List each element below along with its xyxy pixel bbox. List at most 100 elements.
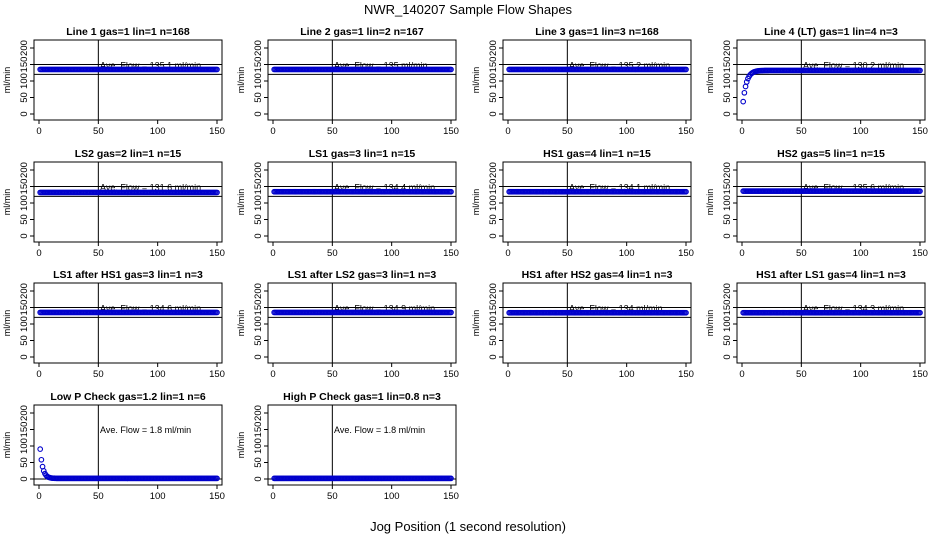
flow-annotation: Ave. Flow = 134.1 ml/min bbox=[569, 183, 670, 193]
y-axis-label: ml/min bbox=[236, 310, 246, 337]
y-tick-label: 0 bbox=[488, 354, 499, 359]
x-tick-label: 150 bbox=[209, 491, 225, 502]
y-tick-label: 50 bbox=[253, 335, 264, 346]
data-series bbox=[271, 66, 454, 73]
flow-annotation: Ave. Flow = 134.6 ml/min bbox=[100, 304, 201, 314]
panel-title: Line 1 gas=1 lin=1 n=168 bbox=[66, 26, 190, 38]
data-series bbox=[740, 67, 923, 105]
y-tick-label: 150 bbox=[488, 300, 499, 316]
x-tick-label: 50 bbox=[796, 369, 807, 380]
plot-frame bbox=[502, 39, 692, 121]
y-tick-label: 100 bbox=[722, 316, 733, 332]
x-tick-label: 100 bbox=[150, 126, 166, 137]
x-tick-label: 0 bbox=[505, 126, 510, 137]
y-tick-label: 50 bbox=[722, 92, 733, 103]
y-axis-label: ml/min bbox=[2, 310, 12, 337]
y-axis-label: ml/min bbox=[471, 67, 481, 94]
data-point bbox=[40, 468, 47, 474]
y-tick-label: 50 bbox=[253, 457, 264, 468]
y-tick-label: 200 bbox=[19, 40, 30, 56]
y-tick-label: 100 bbox=[253, 438, 264, 454]
y-tick-label: 0 bbox=[19, 111, 30, 116]
y-tick-label: 200 bbox=[722, 162, 733, 178]
y-tick-label: 150 bbox=[19, 300, 30, 316]
y-tick-label: 100 bbox=[19, 73, 30, 89]
y-tick-label: 0 bbox=[19, 476, 30, 481]
x-tick-label: 150 bbox=[209, 126, 225, 137]
data-point bbox=[448, 475, 454, 482]
x-tick-label: 0 bbox=[270, 248, 275, 259]
x-tick-label: 50 bbox=[562, 248, 573, 259]
panel-title: HS1 after LS1 gas=4 lin=1 n=3 bbox=[756, 269, 906, 281]
y-tick-label: 150 bbox=[253, 300, 264, 316]
y-tick-label: 200 bbox=[253, 405, 264, 421]
y-tick-label: 150 bbox=[253, 57, 264, 73]
data-series bbox=[37, 66, 220, 73]
data-point bbox=[38, 456, 45, 463]
data-point bbox=[683, 66, 689, 73]
panel-10: LS1 after LS2 gas=3 lin=1 n=30 50 100 15005… bbox=[236, 269, 459, 380]
flow-annotation: Ave. Flow = 134.3 ml/min bbox=[803, 304, 904, 314]
panel-14: High P Check gas=1 lin=0.8 n=30 50 100 1500… bbox=[236, 391, 459, 502]
data-point bbox=[214, 475, 220, 482]
data-series bbox=[271, 188, 454, 195]
y-tick-label: 100 bbox=[253, 195, 264, 211]
panel-5: LS2 gas=2 lin=1 n=150 50 100 15005010015020… bbox=[2, 148, 225, 259]
y-tick-label: 50 bbox=[19, 457, 30, 468]
flow-annotation: Ave. Flow = 134 ml/min bbox=[569, 304, 663, 314]
y-tick-label: 150 bbox=[488, 179, 499, 195]
data-point bbox=[742, 83, 749, 90]
y-tick-label: 100 bbox=[488, 195, 499, 211]
data-point bbox=[683, 188, 689, 195]
y-tick-label: 150 bbox=[722, 57, 733, 73]
panel-title: HS2 gas=5 lin=1 n=15 bbox=[777, 148, 885, 160]
data-series bbox=[506, 66, 689, 73]
y-tick-label: 0 bbox=[253, 354, 264, 359]
y-tick-label: 0 bbox=[488, 111, 499, 116]
y-tick-label: 100 bbox=[253, 73, 264, 89]
x-tick-label: 100 bbox=[150, 491, 166, 502]
x-tick-label: 50 bbox=[93, 369, 104, 380]
x-tick-label: 50 bbox=[562, 369, 573, 380]
x-tick-label: 100 bbox=[853, 369, 869, 380]
y-tick-label: 150 bbox=[19, 57, 30, 73]
panel-4: Line 4 (LT) gas=1 lin=4 n=30 50 100 1500501… bbox=[705, 26, 928, 137]
panel-11: HS1 after HS2 gas=4 lin=1 n=30 50 100 15005… bbox=[471, 269, 694, 380]
y-axis-label: ml/min bbox=[705, 189, 715, 216]
x-tick-label: 150 bbox=[678, 369, 694, 380]
y-tick-label: 150 bbox=[19, 422, 30, 438]
panel-9: LS1 after HS1 gas=3 lin=1 n=30 50 100 15005… bbox=[2, 269, 225, 380]
x-tick-label: 150 bbox=[912, 126, 928, 137]
panel-12: HS1 after LS1 gas=4 lin=1 n=30 50 100 15005… bbox=[705, 269, 928, 380]
x-tick-label: 0 bbox=[36, 491, 41, 502]
panel-title: High P Check gas=1 lin=0.8 n=3 bbox=[283, 391, 441, 403]
data-series bbox=[271, 475, 454, 482]
y-tick-label: 50 bbox=[253, 214, 264, 225]
plot-frame bbox=[736, 161, 926, 243]
data-series bbox=[506, 188, 689, 195]
y-tick-label: 0 bbox=[19, 233, 30, 238]
y-tick-label: 100 bbox=[19, 438, 30, 454]
data-point bbox=[448, 66, 454, 73]
data-series bbox=[740, 309, 923, 316]
x-tick-label: 150 bbox=[678, 248, 694, 259]
y-tick-label: 100 bbox=[19, 195, 30, 211]
x-tick-label: 100 bbox=[384, 248, 400, 259]
plot-frame bbox=[267, 161, 457, 243]
y-tick-label: 200 bbox=[722, 40, 733, 56]
y-axis-label: ml/min bbox=[236, 189, 246, 216]
x-tick-label: 150 bbox=[678, 126, 694, 137]
plot-frame bbox=[33, 404, 223, 486]
x-tick-label: 100 bbox=[384, 491, 400, 502]
data-series bbox=[37, 309, 220, 316]
x-tick-label: 50 bbox=[796, 248, 807, 259]
x-tick-label: 150 bbox=[443, 126, 459, 137]
x-tick-label: 0 bbox=[505, 369, 510, 380]
data-point bbox=[741, 89, 748, 96]
data-series bbox=[740, 188, 923, 194]
x-axis-label: Jog Position (1 second resolution) bbox=[370, 519, 566, 534]
flow-annotation: Ave. Flow = 135 ml/min bbox=[334, 61, 428, 71]
